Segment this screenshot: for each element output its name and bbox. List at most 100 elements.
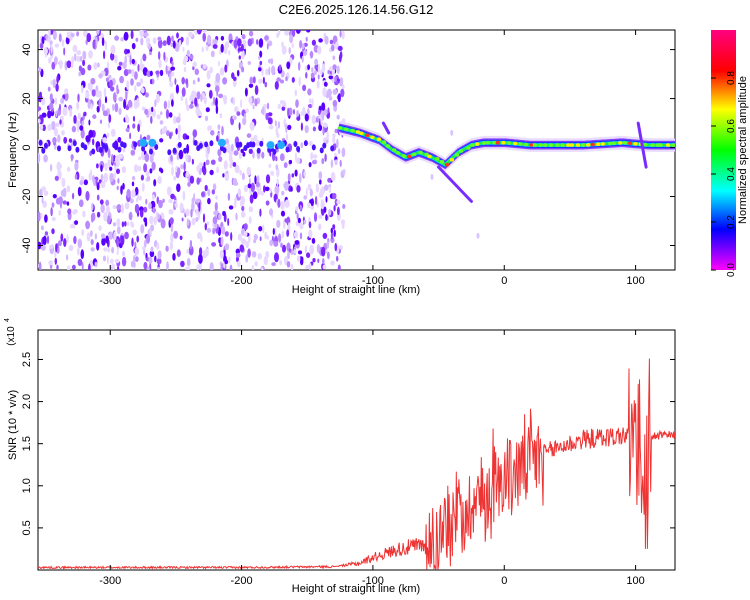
heatmap-noise-cell [280, 242, 283, 248]
heatmap-noise-cell [257, 253, 263, 260]
heatmap-noise-cell [310, 72, 315, 79]
heatmap-noise-cell [323, 108, 328, 116]
heatmap-noise-cell [328, 208, 332, 216]
heatmap-noise-cell [134, 247, 140, 256]
heatmap-noise-cell [210, 159, 216, 165]
heatmap-noise-cell [183, 161, 186, 172]
heatmap-noise-cell [38, 106, 42, 111]
heatmap-noise-cell [186, 248, 190, 254]
colorbar-tick-label: 0.4 [726, 167, 737, 181]
heatmap-noise-cell [218, 213, 222, 221]
heatmap-noise-cell [333, 205, 336, 212]
heatmap-y-label: Frequency (Hz) [7, 112, 19, 188]
heatmap-noise-cell [243, 231, 248, 237]
heatmap-y-tick-label: 40 [21, 43, 33, 55]
heatmap-noise-cell [152, 37, 157, 44]
heatmap-noise-cell [79, 55, 83, 62]
heatmap-noise-cell [176, 249, 181, 257]
heatmap-noise-cell [205, 107, 210, 113]
heatmap-noise-cell [137, 64, 140, 72]
heatmap-noise-cell [259, 208, 262, 217]
heatmap-streak [636, 121, 648, 169]
heatmap-noise-cell [131, 68, 135, 77]
heatmap-noise-cell [247, 248, 251, 258]
heatmap-noise-cell [103, 247, 108, 252]
heatmap-noise-cell [47, 124, 52, 131]
heatmap-zero-band-cell [285, 146, 290, 153]
heatmap-noise-cell [86, 32, 92, 43]
heatmap-ridge-peak [355, 130, 361, 134]
heatmap-noise-cell [101, 103, 105, 112]
heatmap-noise-cell [42, 124, 46, 132]
heatmap-noise-cell [210, 130, 215, 136]
heatmap-noise-cell [302, 84, 307, 92]
heatmap-noise-cell [100, 164, 103, 172]
heatmap-noise-cell [62, 106, 68, 117]
heatmap-noise-cell [126, 49, 130, 54]
heatmap-noise-cell [280, 201, 285, 210]
heatmap-noise-cell [150, 79, 153, 85]
heatmap-noise-cell [125, 91, 128, 101]
heatmap-noise-cell [276, 132, 280, 139]
heatmap-ridge-peak [523, 142, 529, 147]
heatmap-noise-cell [198, 202, 201, 212]
heatmap-noise-cell [130, 78, 134, 86]
heatmap-noise-cell [229, 264, 233, 270]
heatmap-noise-cell [329, 66, 333, 72]
heatmap-noise-cell [149, 215, 154, 225]
heatmap-noise-cell [113, 161, 117, 167]
heatmap-noise-cell [178, 130, 181, 141]
heatmap-noise-cell [244, 113, 247, 119]
heatmap-noise-cell [117, 65, 122, 71]
heatmap-noise-cell [156, 266, 161, 270]
heatmap-zero-band-cell [293, 141, 298, 147]
heatmap-noise-cell [166, 130, 170, 137]
heatmap-noise-cell [177, 167, 181, 176]
heatmap-zero-band-cell [133, 141, 138, 148]
heatmap-noise-cell [76, 55, 81, 63]
heatmap-noise-cell [47, 86, 51, 92]
heatmap-noise-cell [87, 82, 91, 90]
heatmap-noise-cell [206, 227, 212, 233]
heatmap-noise-cell [163, 100, 168, 110]
heatmap-noise-cell [118, 96, 124, 102]
heatmap-noise-cell [50, 43, 53, 54]
heatmap-noise-cell [190, 208, 193, 218]
heatmap-noise-cell [240, 99, 243, 109]
heatmap-noise-cell [56, 161, 62, 172]
heatmap-noise-cell [258, 67, 262, 72]
heatmap-noise-cell [168, 209, 172, 215]
heatmap-ridge-peak [365, 133, 370, 138]
heatmap-noise-cell [161, 126, 167, 135]
heatmap-noise-cell [143, 239, 147, 248]
heatmap-noise-cell [252, 104, 255, 110]
heatmap-noise-cell [242, 117, 247, 126]
heatmap-noise-cell [114, 35, 119, 41]
heatmap-noise-cell [125, 116, 130, 124]
heatmap-noise-cell [122, 182, 125, 190]
heatmap-streak [437, 165, 473, 203]
heatmap-noise-cell [90, 212, 96, 222]
heatmap-noise-cell [207, 144, 210, 154]
heatmap-noise-cell [141, 106, 146, 111]
heatmap-noise-cell [295, 206, 299, 212]
heatmap-noise-cell [233, 181, 239, 186]
heatmap-noise-cell [186, 49, 190, 57]
heatmap-noise-cell [72, 44, 78, 53]
heatmap-noise-cell [56, 264, 59, 270]
heatmap-zero-band-cell [104, 145, 109, 151]
heatmap-noise-cell [111, 263, 116, 270]
heatmap-noise-cell [242, 151, 246, 157]
heatmap-noise-cell [168, 112, 173, 118]
heatmap-noise-cell [173, 205, 176, 210]
heatmap-noise-cell [169, 240, 173, 251]
heatmap-noise-cell [118, 61, 123, 66]
heatmap-noise-cell [114, 54, 118, 64]
heatmap-noise-cell [150, 224, 155, 232]
heatmap-noise-cell [194, 68, 199, 76]
heatmap-noise-cell [140, 37, 144, 46]
heatmap-noise-cell [58, 33, 62, 42]
heatmap-noise-cell [247, 61, 251, 65]
heatmap-noise-cell [248, 83, 254, 88]
heatmap-x-tick-label: -300 [99, 275, 121, 287]
